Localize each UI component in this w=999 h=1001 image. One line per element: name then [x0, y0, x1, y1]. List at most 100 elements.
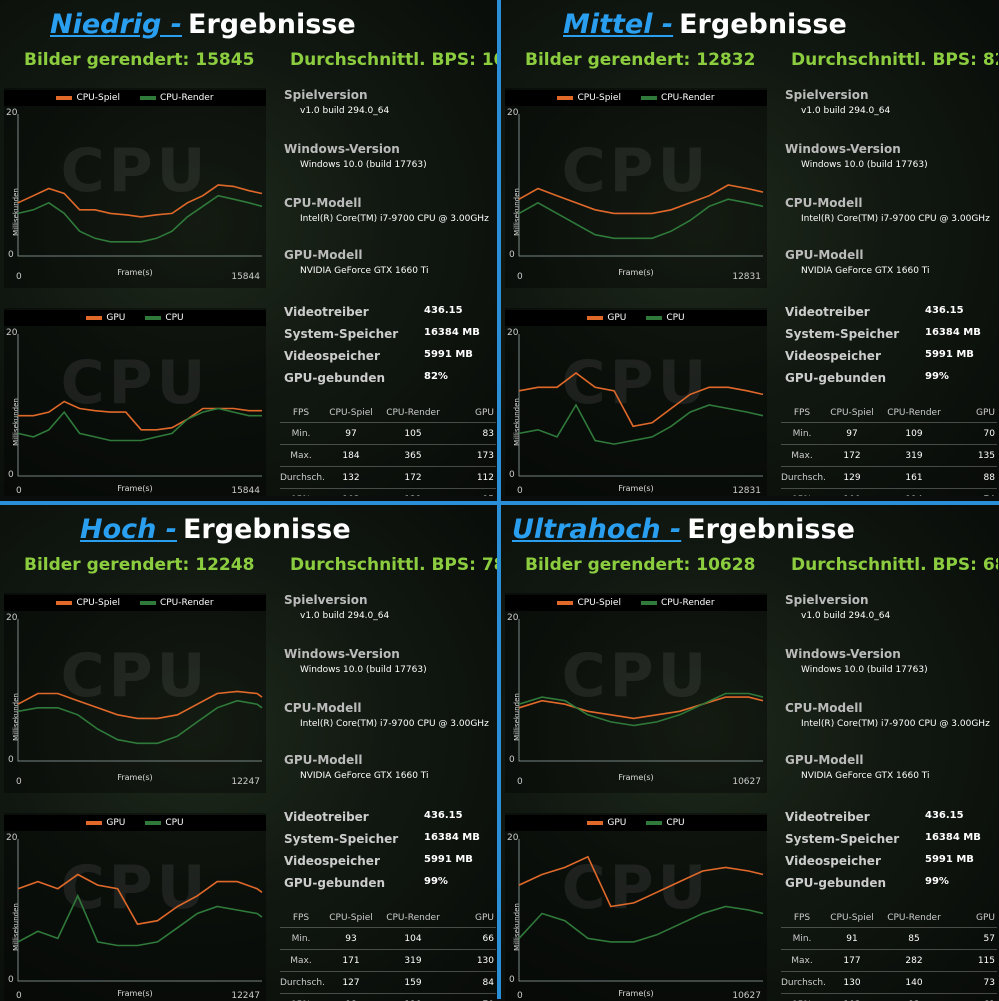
- average-fps: Durchschnittl. BPS: 68: [791, 555, 998, 575]
- series-line-cpu-render: [17, 194, 263, 243]
- legend-item-cpu-spiel: CPU-Spiel: [56, 598, 120, 608]
- table-row: Durchsch. 127 159 84: [280, 972, 496, 994]
- video-memory-value: 5991 MB: [925, 349, 974, 360]
- line-plot: [17, 839, 263, 982]
- system-info: Videotreiber 436.15 System-Speicher 16384 …: [284, 305, 494, 393]
- y-tick-max: 20: [507, 328, 519, 338]
- driver-value: 436.15: [424, 305, 463, 316]
- game-version-label: Spielversion: [284, 88, 368, 102]
- gpu-cpu-frametime-chart: GPU CPU CPU Millisekunden 20 0 0 12247 F…: [4, 813, 266, 1001]
- cpu-model-block: CPU-Modell Intel(R) Core(TM) i7-9700 CPU…: [284, 196, 494, 224]
- y-tick-max: 20: [6, 328, 18, 338]
- gpu-model-block: GPU-Modell NVIDIA GeForce GTX 1660 Ti: [284, 753, 494, 781]
- game-version-label: Spielversion: [785, 88, 869, 102]
- x-tick-min: 0: [16, 991, 22, 1001]
- cpu-frametime-chart: CPU-Spiel CPU-Render CPU Millisekunden 2…: [4, 88, 266, 288]
- vertical-divider: [497, 0, 501, 999]
- horizontal-divider: [0, 501, 999, 505]
- frames-rendered: Bilder gerendert: 10628: [525, 555, 756, 575]
- legend-item-cpu: CPU: [145, 313, 184, 323]
- line-plot: [518, 114, 764, 257]
- gpu-bound-value: 99%: [925, 876, 949, 887]
- line-plot: [17, 619, 263, 762]
- axes: [518, 334, 763, 477]
- game-version-value: v1.0 build 294.0_64: [300, 106, 390, 116]
- driver-label: Videotreiber: [284, 810, 369, 824]
- windows-version-value: Windows 10.0 (build 17763): [801, 160, 928, 170]
- table-row: Durchsch. 130 140 73: [781, 972, 997, 994]
- game-version-value: v1.0 build 294.0_64: [300, 611, 390, 621]
- game-version-value: v1.0 build 294.0_64: [801, 611, 891, 621]
- legend-item-gpu: GPU: [587, 818, 626, 828]
- table-header: FPS CPU-Spiel CPU-Render GPU: [280, 404, 496, 423]
- gpu-model-value: NVIDIA GeForce GTX 1660 Ti: [801, 266, 930, 276]
- gpu-bound-value: 99%: [424, 876, 448, 887]
- gpu-model-label: GPU-Modell: [785, 753, 864, 767]
- table-row: Max. 177 282 115: [781, 950, 997, 972]
- watermark-text: CPU: [561, 853, 711, 923]
- watermark-text: CPU: [60, 641, 210, 711]
- legend-item-gpu: GPU: [587, 313, 626, 323]
- legend-item-cpu-spiel: CPU-Spiel: [557, 598, 621, 608]
- table-row: Max. 184 365 173: [280, 445, 496, 467]
- y-tick-min: 0: [8, 975, 14, 985]
- series-line-cpu-spiel: [518, 696, 764, 720]
- x-axis-label: Frame(s): [618, 268, 654, 277]
- driver-value: 436.15: [424, 810, 463, 821]
- panel-title: Niedrig - Ergebnisse: [50, 4, 356, 44]
- line-plot: [17, 114, 263, 257]
- table-row: Min. 97 109 70: [781, 423, 997, 445]
- frames-rendered: Bilder gerendert: 12832: [525, 50, 756, 70]
- windows-version-value: Windows 10.0 (build 17763): [801, 665, 928, 675]
- x-tick-min: 0: [517, 777, 523, 787]
- quality-level-label: Hoch -: [80, 513, 177, 545]
- table-row: Min. 93 104 66: [280, 928, 496, 950]
- quality-level-label: Mittel -: [563, 8, 674, 40]
- cpu-model-label: CPU-Modell: [284, 701, 362, 715]
- series-line-gpu: [17, 873, 263, 926]
- series-line-cpu-render: [518, 198, 764, 240]
- legend-item-cpu-render: CPU-Render: [640, 93, 715, 103]
- legend-item-cpu-spiel: CPU-Spiel: [557, 93, 621, 103]
- table-row: 95%10011474: [781, 489, 997, 497]
- cpu-model-block: CPU-Modell Intel(R) Core(TM) i7-9700 CPU…: [284, 701, 494, 729]
- y-tick-min: 0: [8, 755, 14, 765]
- table-header: FPS CPU-Spiel CPU-Render GPU: [781, 909, 997, 928]
- x-tick-min: 0: [16, 272, 22, 282]
- cpu-model-value: Intel(R) Core(TM) i7-9700 CPU @ 3.00GHz: [300, 719, 489, 729]
- y-tick-max: 20: [507, 833, 519, 843]
- average-fps: Durchschnittl. BPS: 78: [290, 555, 497, 575]
- game-version-label: Spielversion: [284, 593, 368, 607]
- axes: [17, 839, 262, 982]
- y-tick-min: 0: [8, 470, 14, 480]
- results-heading: Ergebnisse: [679, 8, 847, 40]
- series-line-gpu: [18, 400, 262, 431]
- fps-table: FPS CPU-Spiel CPU-Render GPU Min. 97 105 83…: [280, 404, 496, 496]
- results-heading: Ergebnisse: [188, 8, 356, 40]
- fps-table: FPS CPU-Spiel CPU-Render GPU Min. 91 85 57 …: [781, 909, 997, 1001]
- series-line-cpu-spiel: [518, 184, 764, 215]
- video-memory-value: 5991 MB: [424, 349, 473, 360]
- cpu-model-label: CPU-Modell: [284, 196, 362, 210]
- gpu-cpu-frametime-chart: GPU CPU CPU Millisekunden 20 0 0 15844 F…: [4, 308, 266, 496]
- gpu-bound-label: GPU-gebunden: [284, 876, 386, 890]
- quality-level-label: Ultrahoch -: [512, 513, 682, 545]
- cpu-model-value: Intel(R) Core(TM) i7-9700 CPU @ 3.00GHz: [801, 719, 990, 729]
- gpu-bound-value: 99%: [925, 371, 949, 382]
- windows-version-block: Windows-Version Windows 10.0 (build 1776…: [284, 647, 494, 675]
- table-row: Min. 97 105 83: [280, 423, 496, 445]
- series-line-cpu: [518, 403, 764, 445]
- series-line-cpu: [518, 905, 764, 943]
- system-memory-value: 16384 MB: [424, 327, 480, 338]
- table-row: Max. 172 319 135: [781, 445, 997, 467]
- watermark-text: CPU: [60, 348, 210, 418]
- x-tick-min: 0: [517, 991, 523, 1001]
- x-tick-max: 12831: [732, 272, 761, 282]
- video-memory-value: 5991 MB: [424, 854, 473, 865]
- y-tick-min: 0: [509, 250, 515, 260]
- legend-item-cpu: CPU: [145, 818, 184, 828]
- average-fps: Durchschnittl. BPS: 101: [290, 50, 497, 70]
- fps-table: FPS CPU-Spiel CPU-Render GPU Min. 97 109 70…: [781, 404, 997, 496]
- frames-rendered: Bilder gerendert: 15845: [24, 50, 255, 70]
- axes: [518, 839, 763, 982]
